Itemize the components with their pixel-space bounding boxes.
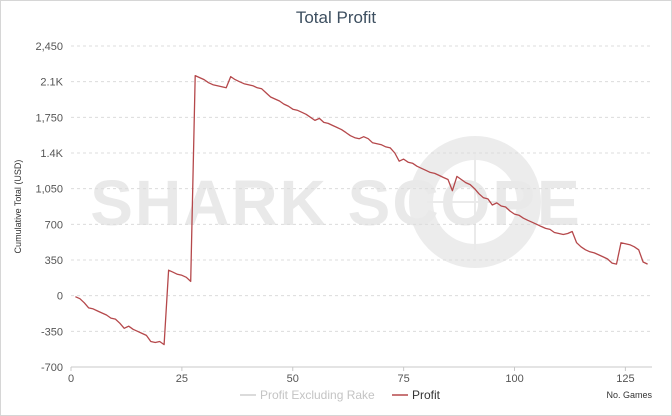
watermark-ring [409,136,541,268]
legend-label-profit-excluding-rake: Profit Excluding Rake [260,388,375,402]
x-tick-label: 50 [287,373,299,385]
y-tick-label: 1,050 [35,184,63,196]
watermark-text: SHARK SCOPE [90,167,581,239]
y-tick-label: 1.4K [40,148,63,160]
legend-label-profit: Profit [412,388,441,402]
x-tick-label: 0 [68,373,74,385]
y-axis-label: Cumulative Total (USD) [13,160,23,254]
x-axis-label: No. Games [606,390,652,400]
x-axis: 0 25 50 75 100 125 [68,366,652,385]
y-tick-label: 2,450 [35,41,63,53]
y-tick-label: 1,750 [35,112,63,124]
series-line-profit [75,74,648,346]
y-tick-label: -700 [41,362,63,374]
x-tick-label: 25 [176,373,188,385]
y-tick-label: 0 [57,291,63,303]
y-axis: 2,450 2.1K 1,750 1.4K 1,050 700 350 0 -350 -700 [35,41,63,374]
x-tick-label: 100 [505,373,523,385]
y-tick-label: 700 [45,219,63,231]
series-layer [75,74,648,346]
chart-title: Total Profit [295,8,377,27]
legend: Profit Excluding Rake Profit [240,388,441,402]
watermark: SHARK SCOPE [90,136,581,268]
y-tick-label: 2.1K [40,77,63,89]
grid [71,45,652,368]
x-tick-label: 125 [616,373,634,385]
y-tick-label: 350 [45,255,63,267]
x-tick-label: 75 [398,373,410,385]
y-tick-label: -350 [41,326,63,338]
